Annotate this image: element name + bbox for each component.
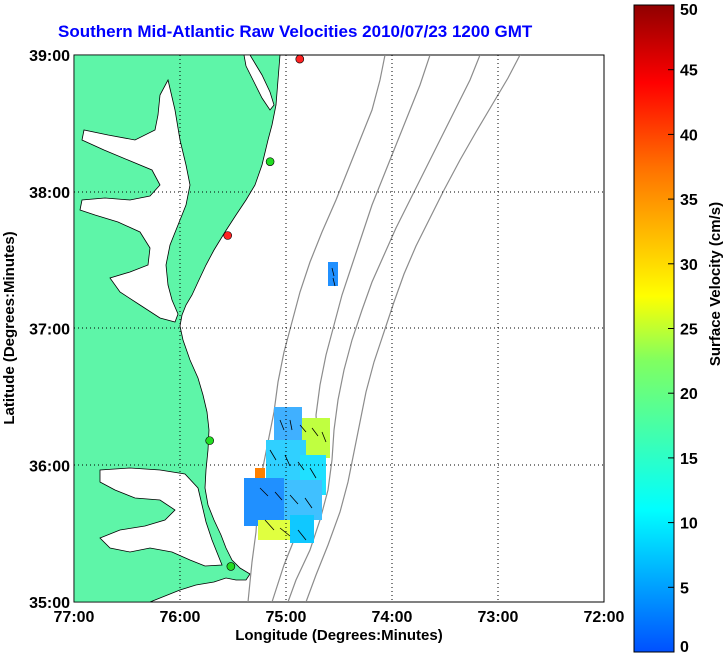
- x-tick-label: 72:00: [584, 609, 625, 626]
- radar-station-marker: [226, 562, 236, 571]
- grid-lines: [74, 55, 604, 602]
- x-tick-label: 73:00: [478, 609, 519, 626]
- colorbar-tick-label: 0: [680, 639, 689, 656]
- velocity-vectors: [259, 267, 336, 541]
- x-tick-label: 76:00: [160, 609, 201, 626]
- radar-station-marker: [265, 157, 275, 166]
- chesapeake-bay: [79, 78, 191, 323]
- x-axis-ticks: 77:00 76:00 75:00 74:00 73:00 72:00: [54, 609, 625, 626]
- y-axis-label: Latitude (Degrees:Minutes): [1, 231, 18, 424]
- colorbar-tick-label: 35: [680, 192, 698, 209]
- colorbar-tick-label: 5: [680, 580, 689, 597]
- radar-station-marker: [295, 55, 305, 64]
- y-axis-ticks: 39:00 38:00 37:00 36:00 35:00: [29, 48, 70, 612]
- y-tick-label: 36:00: [29, 458, 70, 475]
- y-tick-label: 37:00: [29, 322, 70, 339]
- land-mass: [74, 55, 281, 602]
- colorbar-tick-label: 25: [680, 322, 698, 339]
- colorbar-tick-label: 50: [680, 2, 698, 19]
- y-tick-label: 39:00: [29, 48, 70, 65]
- colorbar: [633, 4, 675, 653]
- x-tick-label: 75:00: [266, 609, 307, 626]
- chart-title: Southern Mid-Atlantic Raw Velocities 201…: [58, 22, 533, 41]
- radar-station-marker: [223, 231, 232, 240]
- x-tick-label: 77:00: [54, 609, 95, 626]
- colorbar-tick-label: 10: [680, 516, 698, 533]
- radar-station-marker: [205, 436, 214, 445]
- colorbar-label: Surface Velocity (cm/s): [707, 202, 724, 366]
- y-tick-label: 35:00: [29, 595, 70, 612]
- velocity-field: [244, 407, 330, 543]
- x-tick-label: 74:00: [372, 609, 413, 626]
- colorbar-tick-label: 15: [680, 451, 698, 468]
- colorbar-tick-label: 40: [680, 127, 698, 144]
- colorbar-tick-label: 30: [680, 257, 698, 274]
- radar-stations: [205, 55, 305, 571]
- colorbar-tick-label: 45: [680, 63, 698, 80]
- offshore-velocity-patch: [328, 262, 338, 286]
- colorbar-tick-label: 20: [680, 386, 698, 403]
- delaware-bay: [243, 55, 275, 111]
- x-axis-label: Longitude (Degrees:Minutes): [235, 627, 443, 644]
- pamlico-sound: [99, 467, 223, 567]
- y-tick-label: 38:00: [29, 185, 70, 202]
